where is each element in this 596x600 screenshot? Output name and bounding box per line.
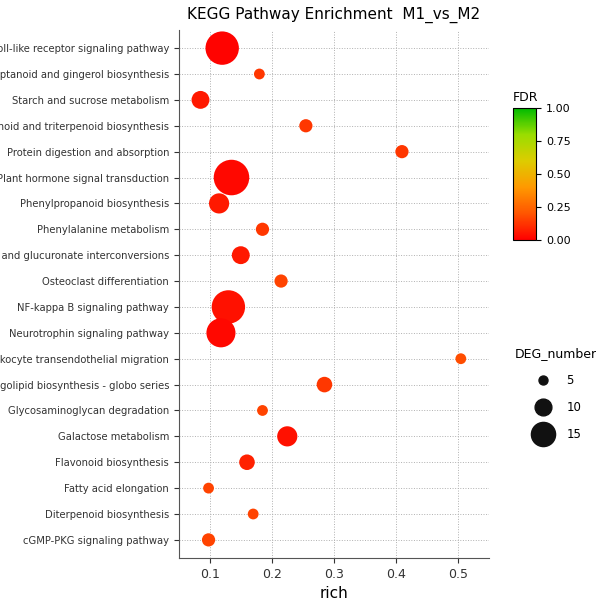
Point [218,43,227,53]
Point [215,199,224,208]
Point [236,250,246,260]
Point [277,276,286,286]
Point [301,121,311,131]
Title: KEGG Pathway Enrichment  M1_vs_M2: KEGG Pathway Enrichment M1_vs_M2 [187,7,480,23]
Point [224,302,233,312]
Text: FDR: FDR [513,91,538,104]
Legend: 5, 10, 15: 5, 10, 15 [510,342,596,446]
Point [204,535,213,545]
Point [456,354,465,364]
Point [204,484,213,493]
Point [254,69,264,79]
Point [216,328,226,338]
Point [397,147,406,157]
Point [283,431,292,441]
Point [257,224,267,234]
Point [249,509,258,519]
Point [242,457,252,467]
Point [226,173,236,182]
Point [257,406,267,415]
X-axis label: rich: rich [319,586,348,600]
Point [195,95,205,104]
Point [319,380,329,389]
